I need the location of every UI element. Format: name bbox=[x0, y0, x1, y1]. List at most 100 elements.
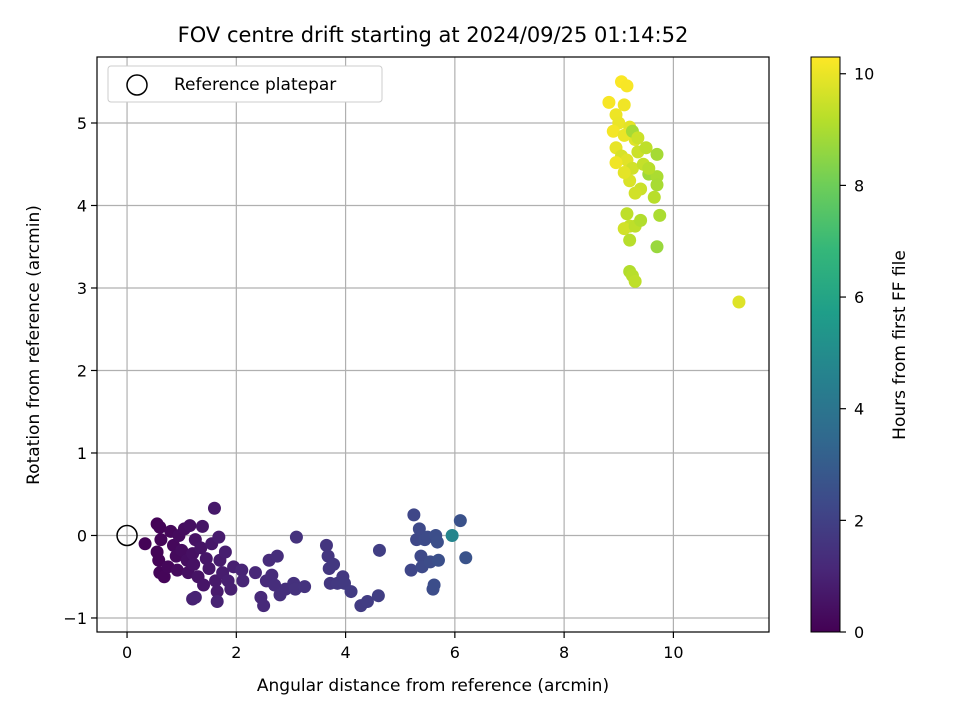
legend-entry-reference: Reference platepar bbox=[174, 75, 336, 95]
legend: Reference platepar bbox=[107, 65, 383, 103]
y-tick-label: 0 bbox=[77, 526, 87, 545]
colorbar-label: Hours from first FF file bbox=[890, 250, 910, 440]
data-point bbox=[617, 98, 631, 112]
data-point bbox=[187, 557, 201, 571]
data-point bbox=[653, 208, 667, 222]
data-point bbox=[154, 533, 168, 547]
data-point bbox=[257, 599, 271, 613]
colorbar-gradient bbox=[810, 56, 841, 633]
data-point bbox=[138, 537, 152, 551]
data-point bbox=[620, 79, 634, 93]
data-point bbox=[453, 514, 467, 528]
data-point bbox=[265, 568, 279, 582]
legend-marker-reference bbox=[126, 74, 148, 96]
grid-lines bbox=[97, 57, 769, 632]
y-tick-label: 3 bbox=[77, 279, 87, 298]
y-tick-label: 5 bbox=[77, 114, 87, 133]
data-point bbox=[235, 563, 249, 577]
data-point bbox=[372, 543, 386, 557]
y-tick-label: −1 bbox=[63, 609, 87, 628]
data-point bbox=[197, 578, 211, 592]
axes: 0 2 4 6 8 10 −1 0 1 2 3 4 5 bbox=[63, 114, 683, 662]
data-point bbox=[459, 551, 473, 565]
data-point bbox=[212, 530, 226, 544]
data-point bbox=[327, 557, 341, 571]
data-point bbox=[194, 541, 208, 555]
data-point bbox=[371, 589, 385, 603]
data-point bbox=[224, 582, 238, 596]
data-point bbox=[344, 585, 358, 599]
data-point bbox=[404, 563, 418, 577]
scatter-points bbox=[116, 75, 746, 613]
data-point bbox=[650, 178, 664, 192]
data-point bbox=[620, 207, 634, 221]
data-point bbox=[609, 156, 623, 170]
data-point bbox=[183, 519, 197, 533]
data-point bbox=[631, 131, 645, 145]
data-point bbox=[289, 530, 303, 544]
colorbar-tick-label: 2 bbox=[854, 511, 864, 530]
legend-box bbox=[107, 65, 383, 103]
data-point bbox=[431, 553, 445, 567]
data-point bbox=[628, 274, 642, 288]
data-point bbox=[170, 563, 184, 577]
x-tick-label: 10 bbox=[663, 643, 683, 662]
y-tick-label: 1 bbox=[77, 444, 87, 463]
data-point bbox=[445, 528, 459, 542]
x-tick-label: 6 bbox=[450, 643, 460, 662]
colorbar-tick-label: 4 bbox=[854, 400, 864, 419]
data-point bbox=[617, 222, 631, 236]
reference-platepar-marker bbox=[116, 524, 138, 547]
data-point bbox=[427, 578, 441, 592]
data-point bbox=[268, 578, 282, 592]
data-point bbox=[175, 543, 189, 557]
data-point bbox=[319, 538, 333, 552]
y-tick-label: 2 bbox=[77, 361, 87, 380]
data-point bbox=[639, 141, 653, 155]
data-point bbox=[210, 594, 224, 608]
colorbar-tick-label: 6 bbox=[854, 288, 864, 307]
data-point bbox=[430, 535, 444, 549]
data-point bbox=[199, 552, 213, 566]
y-tick-label: 4 bbox=[77, 196, 87, 215]
data-point bbox=[360, 594, 374, 608]
data-point bbox=[210, 585, 224, 599]
plot-area-frame bbox=[96, 56, 770, 633]
data-point bbox=[606, 124, 620, 138]
data-point bbox=[236, 574, 250, 588]
data-point bbox=[647, 190, 661, 204]
data-point bbox=[628, 186, 642, 200]
data-point bbox=[152, 553, 166, 567]
x-tick-label: 4 bbox=[340, 643, 350, 662]
x-axis-label: Angular distance from reference (arcmin) bbox=[257, 676, 609, 696]
colorbar-ticks: 0 2 4 6 8 10 bbox=[840, 65, 874, 642]
colorbar-tick-label: 0 bbox=[854, 623, 864, 642]
chart-title: FOV centre drift starting at 2024/09/25 … bbox=[178, 23, 689, 47]
data-point bbox=[298, 580, 312, 594]
data-point bbox=[650, 147, 664, 161]
x-tick-label: 2 bbox=[231, 643, 241, 662]
data-point bbox=[623, 233, 637, 247]
data-point bbox=[270, 549, 284, 563]
data-point bbox=[202, 561, 216, 575]
data-point bbox=[650, 240, 664, 254]
data-point bbox=[414, 549, 428, 563]
data-point bbox=[602, 95, 616, 109]
colorbar: 0 2 4 6 8 10 Hours from first FF file bbox=[810, 56, 910, 642]
colorbar-tick-label: 8 bbox=[854, 176, 864, 195]
data-point bbox=[634, 213, 648, 227]
data-point bbox=[207, 501, 221, 515]
data-point bbox=[407, 508, 421, 522]
data-point bbox=[157, 570, 171, 584]
x-tick-label: 0 bbox=[122, 643, 132, 662]
data-point bbox=[188, 590, 202, 604]
data-point bbox=[732, 295, 746, 309]
data-point bbox=[153, 520, 167, 534]
data-point bbox=[617, 165, 631, 179]
data-point bbox=[195, 519, 209, 533]
data-point bbox=[218, 545, 232, 559]
data-point bbox=[642, 161, 656, 175]
data-point bbox=[248, 566, 262, 580]
colorbar-tick-label: 10 bbox=[854, 65, 874, 84]
